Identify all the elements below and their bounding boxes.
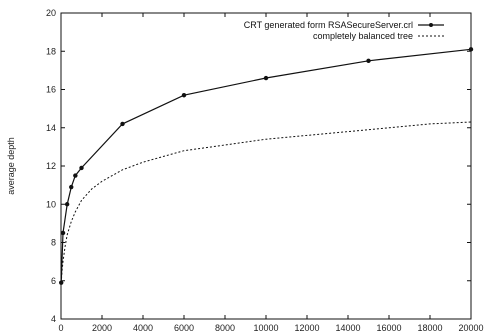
y-tick-label: 18 [46, 46, 56, 56]
x-tick-label: 20000 [458, 323, 483, 333]
y-tick-label: 12 [46, 161, 56, 171]
y-axis-label: average depth [6, 137, 16, 195]
x-tick-label: 8000 [215, 323, 235, 333]
data-point [263, 75, 269, 81]
x-axis: 0 2000 4000 6000 8000 10000 12000 14000 16000 180… [58, 13, 484, 333]
y-tick-label: 16 [46, 85, 56, 95]
series-layer [59, 47, 474, 285]
data-point [366, 58, 371, 64]
data-point [120, 121, 125, 127]
x-tick-label: 14000 [335, 323, 360, 333]
data-point [181, 93, 187, 98]
data-point [73, 173, 78, 178]
y-tick-label: 4 [51, 314, 56, 324]
series-line-crt [60, 48, 472, 283]
y-tick-label: 14 [46, 123, 56, 133]
legend: CRT generated form RSASecureServer.crl c… [244, 20, 444, 41]
legend-marker-crt [429, 23, 433, 27]
legend-label-crt: CRT generated form RSASecureServer.crl [244, 20, 413, 30]
x-tick-label: 0 [58, 323, 63, 333]
data-point [468, 47, 474, 52]
y-tick-label: 10 [46, 199, 56, 209]
x-tick-label: 10000 [253, 323, 278, 333]
series-line-balanced [60, 121, 472, 283]
x-tick-label: 2000 [92, 323, 112, 333]
y-axis: 4 6 8 10 12 14 16 18 20 [46, 8, 471, 324]
data-point [79, 165, 84, 171]
plot-frame [60, 12, 472, 320]
y-tick-label: 6 [51, 276, 56, 286]
y-tick-label: 20 [46, 8, 56, 18]
x-tick-label: 12000 [294, 323, 319, 333]
legend-label-balanced: completely balanced tree [313, 31, 413, 41]
x-tick-label: 6000 [174, 323, 194, 333]
data-point [69, 184, 74, 190]
y-tick-label: 8 [51, 238, 56, 248]
x-tick-label: 4000 [133, 323, 153, 333]
x-tick-label: 16000 [376, 323, 401, 333]
data-point [64, 202, 70, 207]
data-point [60, 230, 66, 236]
x-tick-label: 18000 [417, 323, 442, 333]
